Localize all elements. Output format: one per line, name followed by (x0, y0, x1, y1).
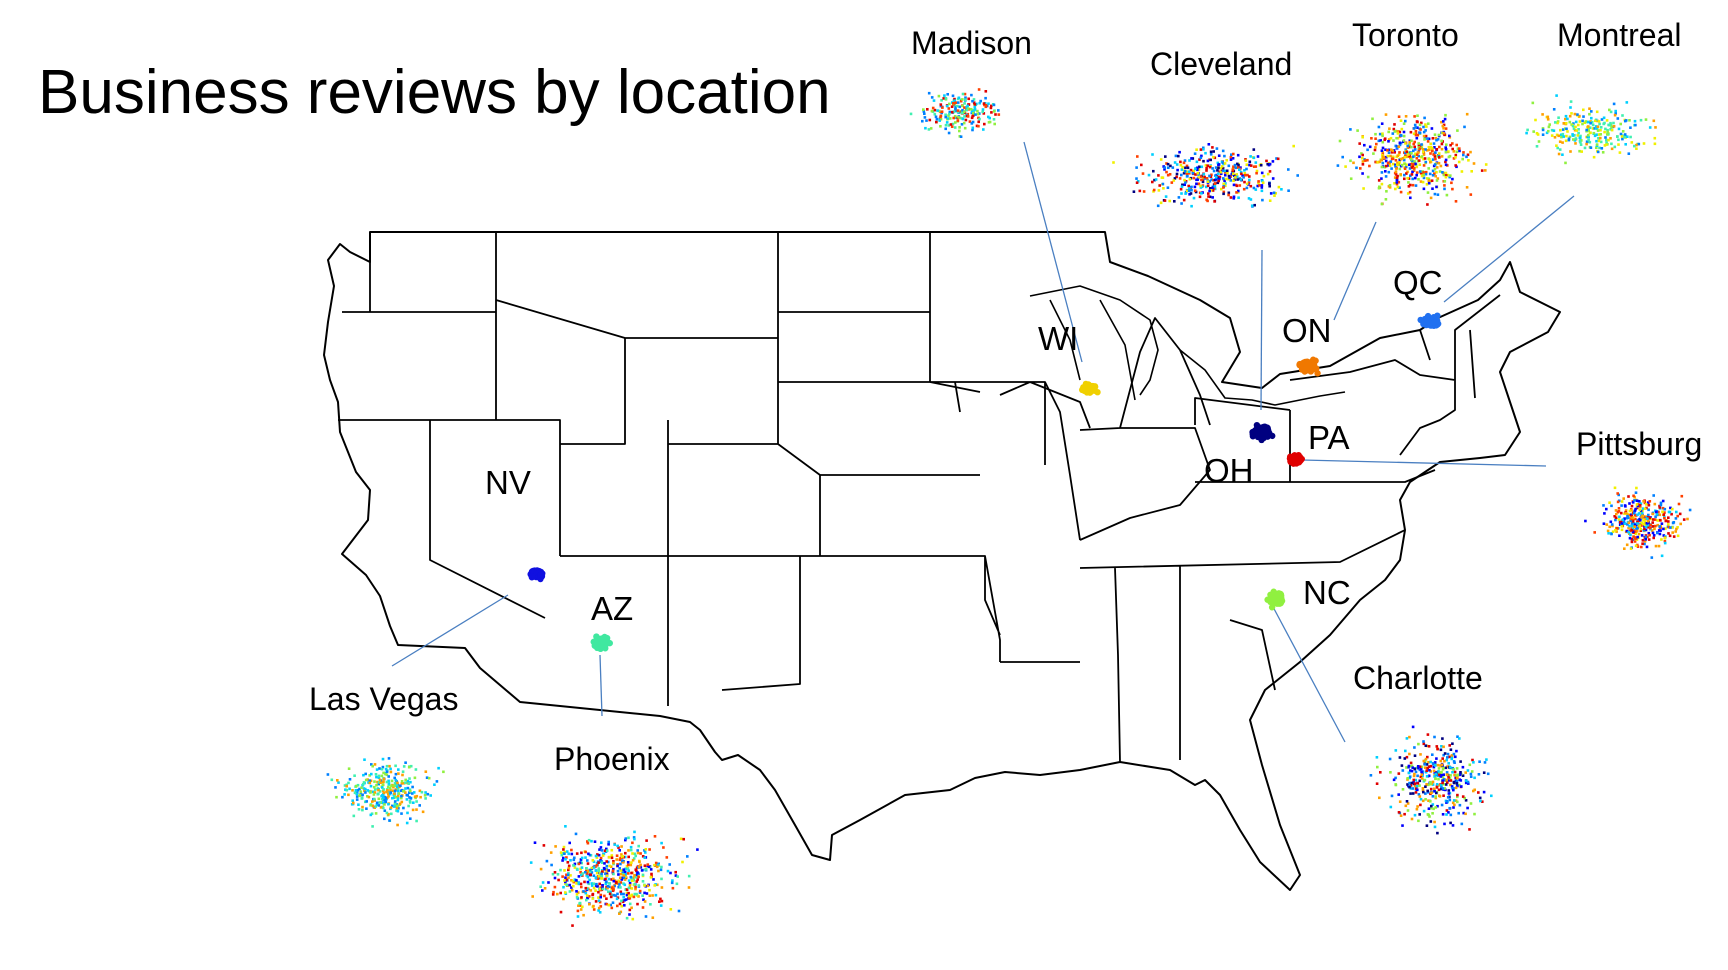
state-label-wi: WI (1038, 320, 1079, 357)
scatter-charlotte (1369, 725, 1493, 835)
leader-toronto (1333, 221, 1377, 321)
state-label-on: ON (1282, 312, 1332, 349)
cluster-oh (1249, 421, 1276, 444)
city-label-charlotte: Charlotte (1353, 660, 1483, 696)
city-label-toronto: Toronto (1352, 17, 1459, 53)
great-lakes (1029, 285, 1346, 406)
state-label-nv: NV (485, 464, 531, 501)
leader-madison (1023, 141, 1083, 363)
city-label-las-vegas: Las Vegas (309, 681, 459, 717)
leader-lines (391, 141, 1575, 743)
scatter-madison (909, 88, 1001, 138)
leader-cleveland (1260, 249, 1263, 411)
scatter-pittsburg (1584, 486, 1692, 559)
cluster-pa (1286, 451, 1305, 467)
cluster-nc (1264, 588, 1286, 611)
cluster-az (590, 633, 613, 653)
state-label-oh: OH (1204, 452, 1254, 489)
cluster-qc (1417, 312, 1442, 329)
state-label-pa: PA (1308, 419, 1350, 456)
cluster-wi (1078, 380, 1101, 396)
cluster-on (1296, 356, 1321, 377)
state-label-az: AZ (591, 590, 634, 627)
city-label-phoenix: Phoenix (554, 741, 670, 777)
scatter-phoenix (529, 825, 699, 927)
city-label-pittsburg: Pittsburg (1576, 426, 1703, 462)
leader-las-vegas (391, 594, 509, 667)
city-label-montreal: Montreal (1557, 17, 1682, 53)
leader-phoenix (599, 654, 603, 717)
leader-montreal (1443, 195, 1575, 303)
scatter-las-vegas (326, 757, 445, 828)
city-scatter-insets (326, 88, 1692, 927)
page-title: Business reviews by location (38, 58, 831, 127)
state-label-qc: QC (1393, 264, 1443, 301)
city-label-madison: Madison (911, 25, 1032, 61)
state-lines (338, 232, 1501, 763)
us-outline (323, 231, 1561, 891)
cluster-nv (527, 567, 546, 583)
scatter-toronto (1336, 112, 1488, 206)
us-map (323, 231, 1561, 891)
leader-pittsburg (1301, 459, 1547, 467)
city-label-cleveland: Cleveland (1150, 46, 1293, 82)
scatter-montreal (1525, 94, 1657, 165)
state-label-nc: NC (1303, 574, 1351, 611)
leader-charlotte (1271, 604, 1346, 743)
scatter-cleveland (1112, 143, 1299, 208)
state-clusters (527, 312, 1442, 653)
